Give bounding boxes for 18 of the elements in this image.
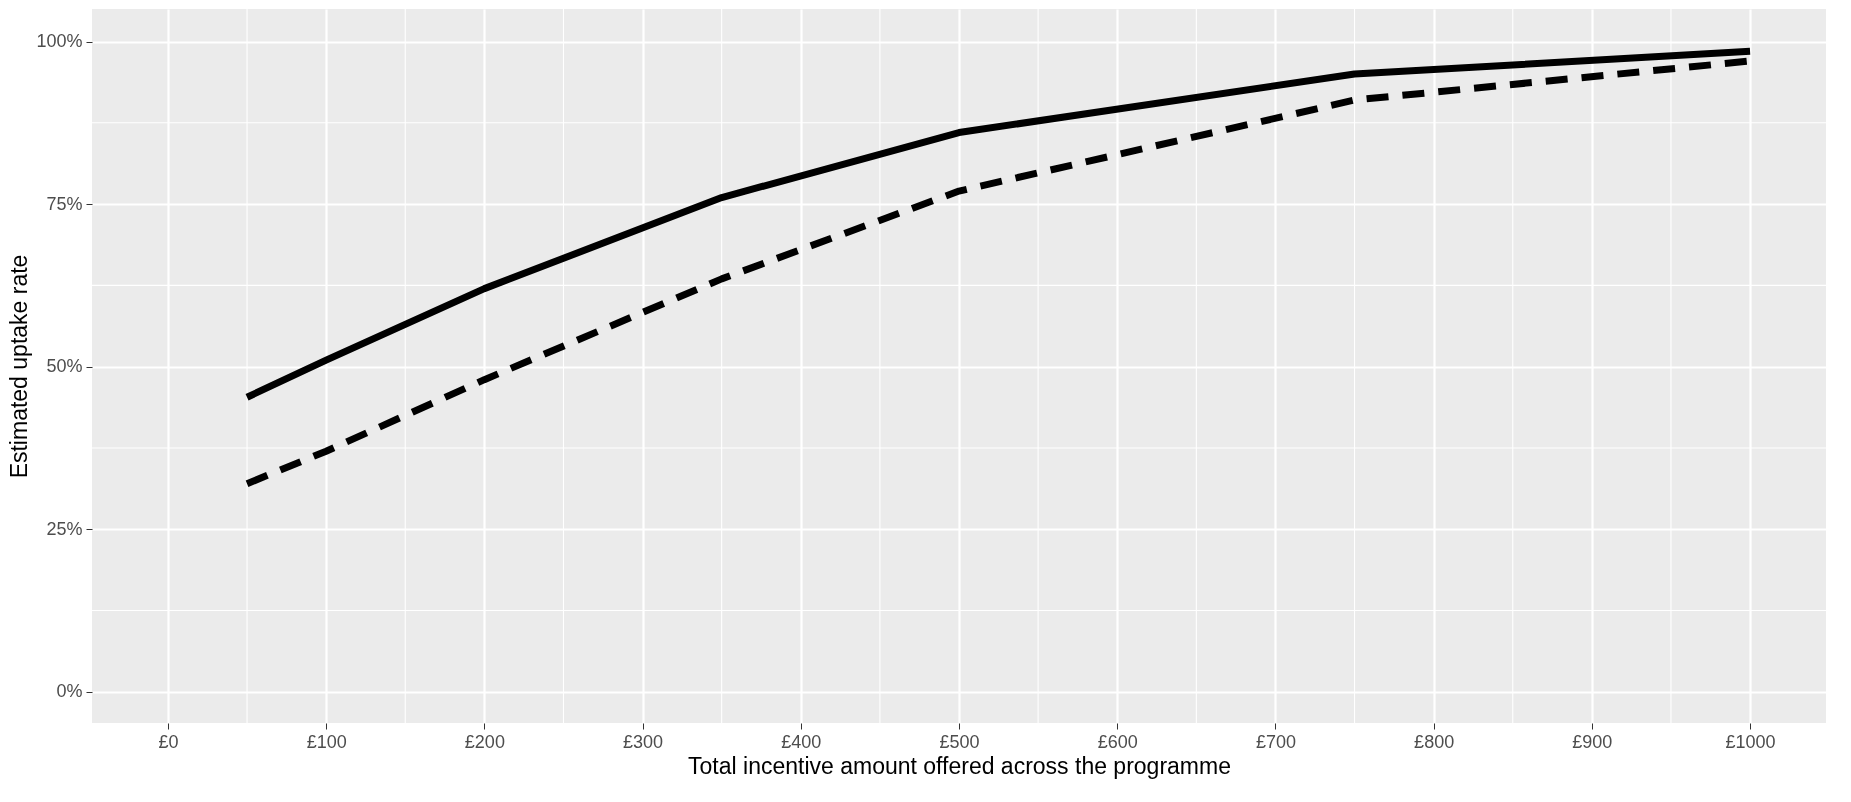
x-tick-label: £300 <box>623 731 664 752</box>
x-axis-title: Total incentive amount offered across the programme <box>688 752 1231 779</box>
x-tick-label: £0 <box>158 731 179 752</box>
x-tick-label: £100 <box>306 731 347 752</box>
x-tick-label: £500 <box>939 731 980 752</box>
x-tick-label: £400 <box>781 731 822 752</box>
y-tick-label: 75% <box>46 193 83 214</box>
y-tick-label: 25% <box>46 518 83 539</box>
x-tick-label: £1000 <box>1725 731 1776 752</box>
x-tick-label: £900 <box>1572 731 1613 752</box>
y-tick-label: 50% <box>46 356 83 377</box>
x-tick-label: £800 <box>1414 731 1455 752</box>
x-tick-label: £600 <box>1097 731 1138 752</box>
x-tick-label: £200 <box>464 731 505 752</box>
y-axis-title: Estimated uptake rate <box>6 254 33 479</box>
x-tick-label: £700 <box>1255 731 1296 752</box>
y-tick-label: 100% <box>36 31 83 52</box>
y-tick-label: 0% <box>56 681 83 702</box>
